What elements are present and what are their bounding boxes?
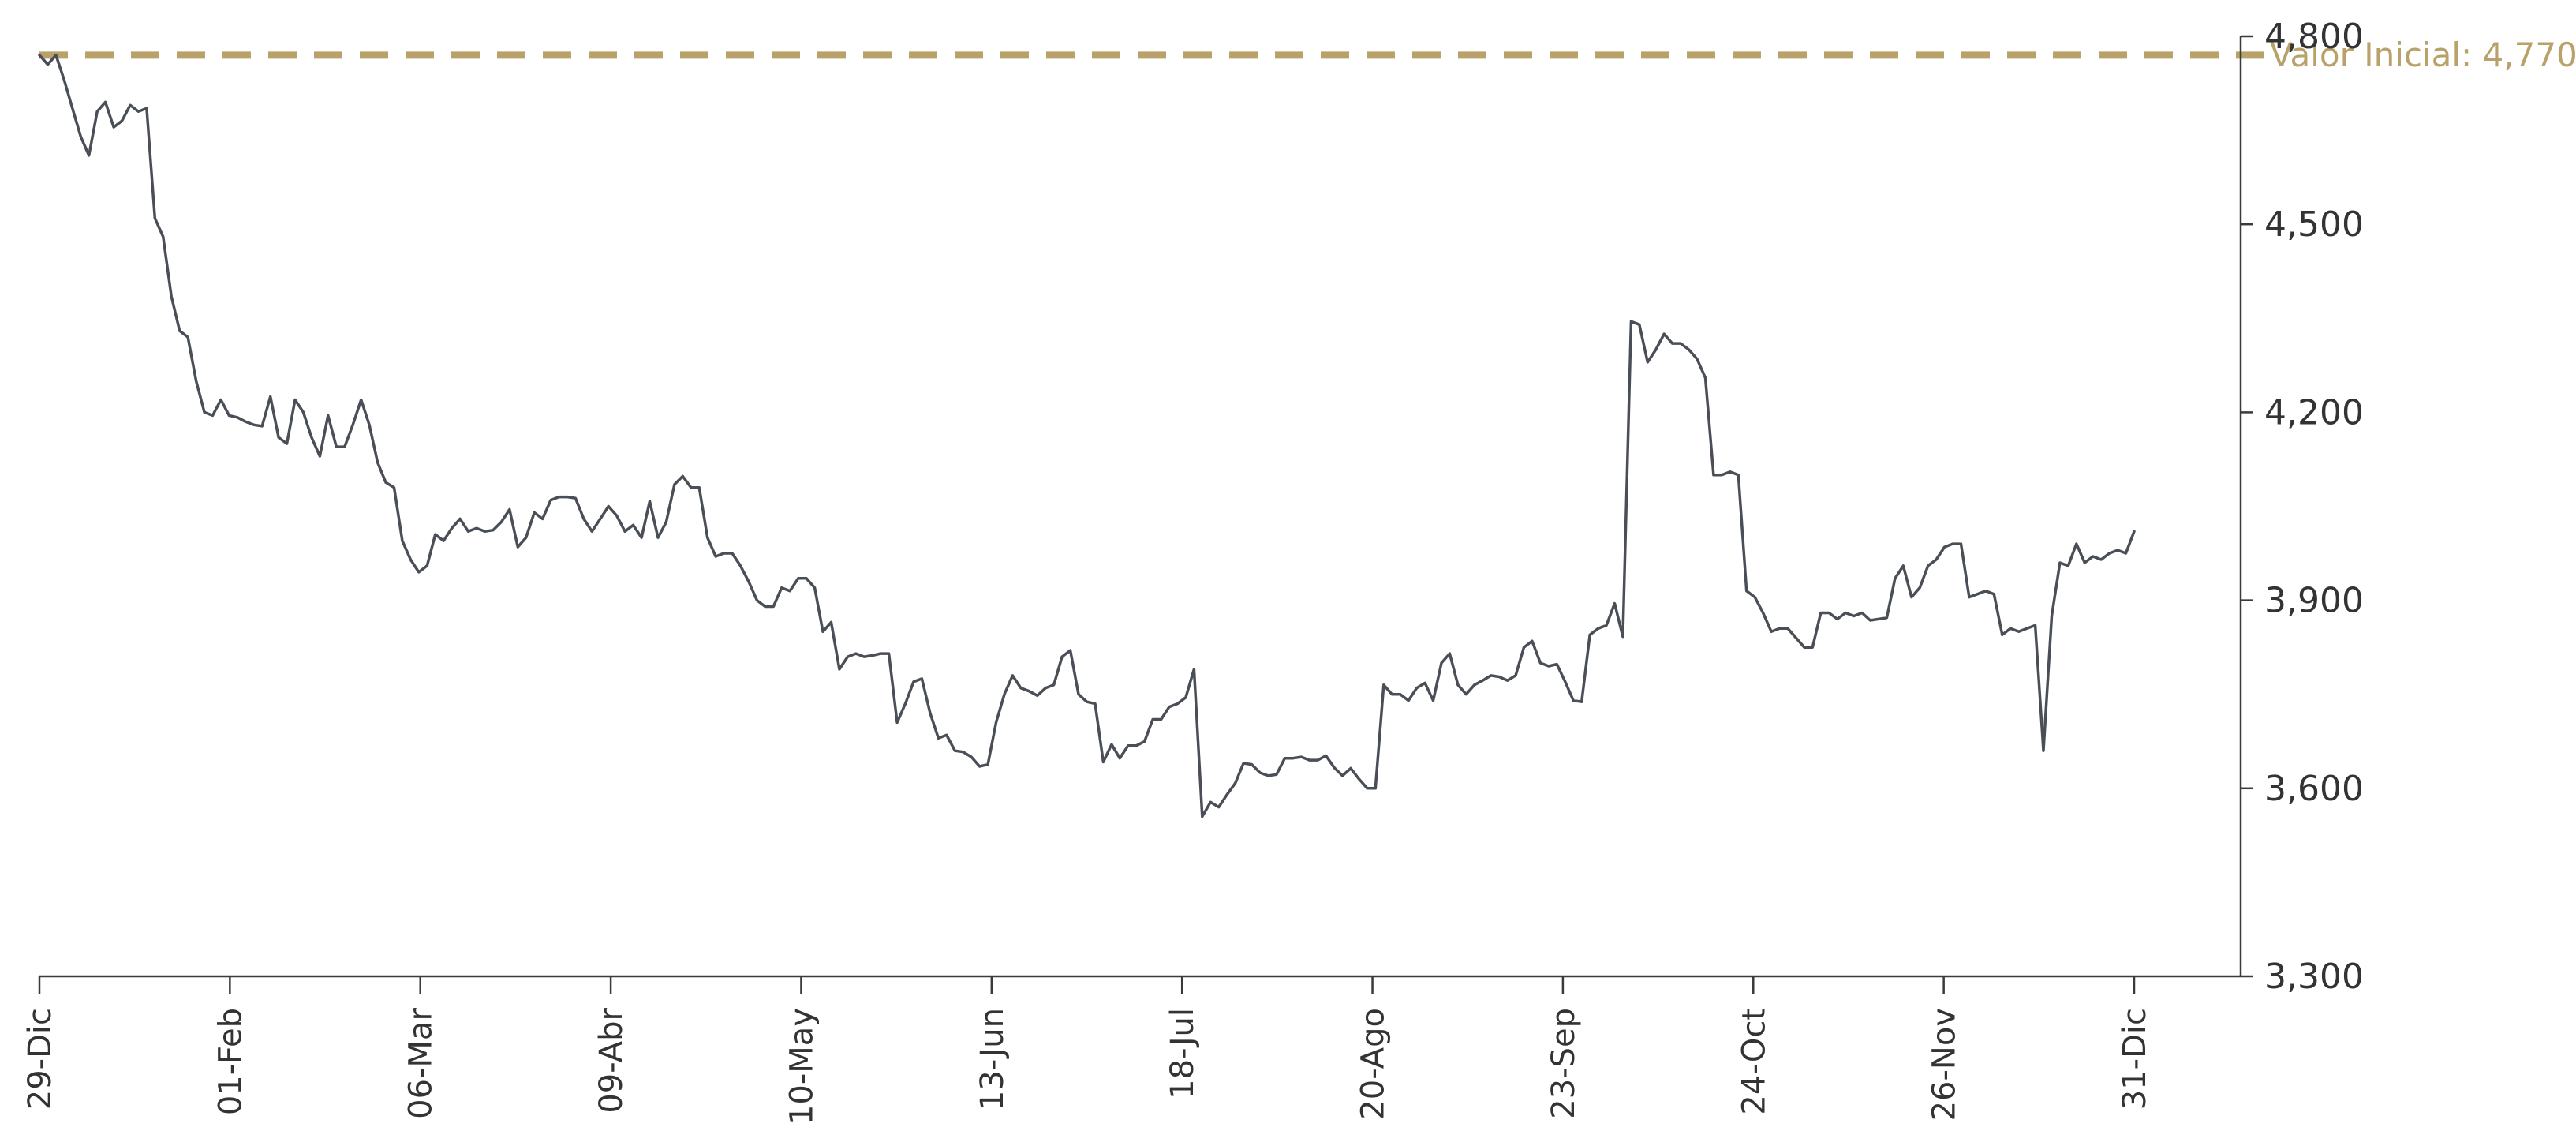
- axes-group: [39, 36, 2242, 978]
- y-axis-ticks: 3,300 3,600 3,900 4,200 4,500 4,800: [2241, 17, 2364, 997]
- x-tick-label: 13-Jun: [974, 1008, 1011, 1110]
- x-tick-label: 23-Sep: [1546, 1008, 1582, 1119]
- series-line-price: [38, 54, 2136, 818]
- x-tick-label: 29-Dic: [22, 1008, 58, 1110]
- y-tick-label: 3,300: [2264, 957, 2364, 997]
- y-tick-label: 4,800: [2264, 17, 2364, 57]
- x-tick-label: 09-Abr: [593, 1007, 630, 1113]
- y-tick-label: 3,900: [2264, 581, 2364, 621]
- series-group: [38, 54, 2136, 818]
- x-tick-label: 26-Nov: [1927, 1008, 1963, 1121]
- reference-line-group: Valor Inicial: 4,770: [39, 36, 2576, 74]
- reference-line-label: Valor Inicial: 4,770: [2270, 36, 2576, 74]
- x-tick-label: 31-Dic: [2117, 1008, 2153, 1110]
- x-tick-label: 18-Jul: [1165, 1008, 1201, 1099]
- x-tick-label: 24-Oct: [1736, 1008, 1772, 1115]
- x-tick-label: 20-Ago: [1355, 1008, 1392, 1120]
- y-tick-label: 4,500: [2264, 204, 2364, 245]
- x-axis-ticks: 29-Dic 01-Feb 06-Mar 09-Abr 10-May 13-Jun 18-J…: [22, 976, 2153, 1125]
- x-tick-label: 06-Mar: [403, 1007, 439, 1118]
- x-tick-label: 01-Feb: [212, 1008, 249, 1115]
- y-tick-label: 4,200: [2264, 392, 2364, 433]
- y-tick-label: 3,600: [2264, 769, 2364, 809]
- x-tick-label: 10-May: [783, 1008, 820, 1125]
